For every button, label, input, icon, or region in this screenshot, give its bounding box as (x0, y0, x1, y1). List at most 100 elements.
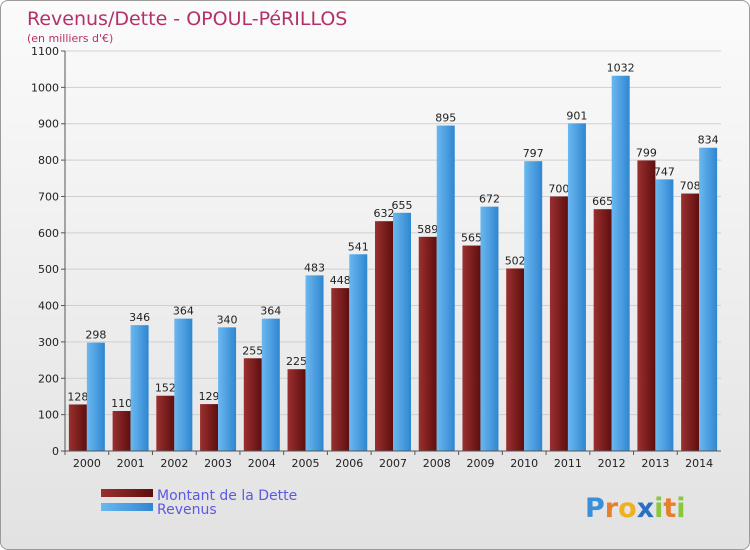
bar-dette (156, 395, 175, 451)
bar-dette (68, 404, 87, 451)
x-tick-label: 2000 (73, 457, 101, 470)
x-tick-label: 2012 (598, 457, 626, 470)
value-label: 364 (173, 305, 194, 318)
x-tick-label: 2009 (466, 457, 494, 470)
value-label: 895 (435, 112, 456, 125)
y-axis-ticks: 0 100 200 300 400 500 600 700 800 900 1000 1100 (31, 45, 65, 458)
value-label: 152 (155, 382, 176, 395)
value-label: 364 (260, 305, 281, 318)
legend-label: Montant de la Dette (157, 488, 297, 504)
bar-dette (112, 411, 131, 451)
y-tick-label: 800 (38, 154, 59, 167)
value-label: 799 (636, 146, 657, 159)
bar-revenus (393, 212, 411, 451)
value-label: 541 (348, 240, 369, 253)
bar-dette (418, 236, 437, 451)
value-label: 340 (217, 313, 238, 326)
value-label: 747 (654, 165, 675, 178)
bar-revenus (261, 318, 280, 451)
x-tick-label: 2003 (204, 457, 232, 470)
value-label: 502 (505, 254, 526, 267)
value-label: 129 (199, 390, 220, 403)
x-axis-ticks: 2000 2001 2002 2003 2004 2005 2006 2007 2008 2009… (64, 451, 713, 470)
x-tick-label: 2002 (160, 457, 188, 470)
value-label: 225 (286, 355, 307, 368)
value-label: 589 (417, 223, 438, 236)
value-label: 110 (111, 397, 132, 410)
bar-dette (593, 209, 612, 451)
legend-swatch (101, 489, 153, 497)
bar-revenus (699, 147, 718, 451)
y-tick-label: 700 (38, 190, 59, 203)
value-label: 797 (523, 147, 544, 160)
axes (64, 51, 721, 452)
value-label: 1032 (607, 62, 635, 75)
x-tick-label: 2010 (510, 457, 538, 470)
value-label: 834 (698, 134, 719, 147)
y-tick-label: 500 (38, 263, 59, 276)
bar-revenus (86, 342, 105, 451)
value-label: 665 (592, 195, 613, 208)
value-label: 346 (129, 311, 150, 324)
value-label: 901 (566, 109, 587, 122)
value-label: 700 (548, 182, 569, 195)
bar-dette (462, 245, 481, 451)
bar-dette (287, 369, 306, 451)
y-tick-label: 400 (38, 300, 59, 313)
x-tick-label: 2013 (641, 457, 669, 470)
y-tick-label: 200 (38, 372, 59, 385)
legend-label: Revenus (157, 502, 217, 518)
legend-swatch (101, 503, 153, 511)
value-label: 565 (461, 232, 482, 245)
bar-revenus (480, 206, 499, 451)
value-label: 448 (330, 274, 351, 287)
bar-dette (375, 221, 393, 451)
bar-revenus (174, 318, 193, 451)
bar-dette (681, 193, 700, 451)
bar-revenus (436, 125, 455, 451)
x-tick-label: 2001 (117, 457, 145, 470)
bars: 128 298 110 346 152 364 129 340 255 364 225 483 448 5… (67, 62, 719, 452)
value-label: 672 (479, 193, 500, 206)
bar-dette (637, 160, 656, 452)
bar-revenus (349, 254, 368, 451)
bar-revenus (218, 327, 237, 451)
x-tick-label: 2006 (335, 457, 363, 470)
bar-dette (331, 288, 350, 451)
y-tick-label: 1000 (31, 81, 59, 94)
bar-revenus (130, 325, 149, 451)
x-tick-label: 2011 (554, 457, 582, 470)
value-label: 298 (85, 329, 106, 342)
x-tick-label: 2004 (248, 457, 276, 470)
proxiti-logo: Proxiti (585, 493, 686, 524)
x-tick-label: 2007 (379, 457, 407, 470)
bar-dette (200, 404, 219, 451)
bar-revenus (655, 179, 674, 451)
x-tick-label: 2014 (685, 457, 713, 470)
bar-dette (506, 268, 525, 451)
chart-title: Revenus/Dette - OPOUL-PéRILLOS (27, 8, 347, 30)
x-tick-label: 2005 (292, 457, 320, 470)
value-label: 632 (374, 207, 395, 220)
y-tick-label: 600 (38, 227, 59, 240)
y-tick-label: 900 (38, 118, 59, 131)
y-tick-label: 300 (38, 336, 59, 349)
x-tick-label: 2008 (423, 457, 451, 470)
value-label: 708 (680, 180, 701, 193)
bar-dette (549, 196, 568, 451)
bar-revenus (524, 161, 543, 451)
value-label: 655 (392, 199, 413, 212)
y-tick-label: 1100 (31, 45, 59, 58)
value-label: 483 (304, 261, 325, 274)
value-label: 255 (242, 344, 263, 357)
bar-dette (243, 358, 262, 451)
y-tick-label: 100 (38, 409, 59, 422)
chart-subtitle: (en milliers d'€) (27, 32, 113, 45)
bar-revenus (611, 75, 630, 452)
bar-revenus (305, 275, 324, 451)
value-label: 128 (67, 390, 88, 403)
y-tick-label: 0 (52, 445, 59, 458)
